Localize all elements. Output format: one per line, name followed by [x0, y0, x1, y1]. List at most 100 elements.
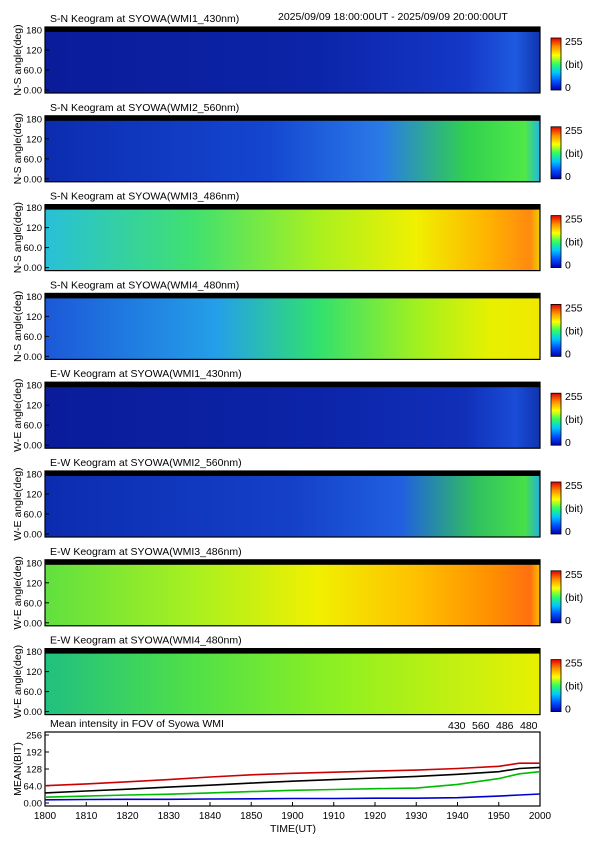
colorbar-max-label: 255 [565, 125, 583, 137]
colorbar [550, 570, 562, 624]
mean-series-lines [44, 762, 541, 801]
mean-chart-title: Mean intensity in FOV of Syowa WMI [50, 718, 224, 730]
keogram-frame [44, 647, 541, 716]
keogram-top-edge [45, 648, 540, 654]
colorbar-max-label: 255 [565, 658, 583, 670]
mean-y-tick-label: 0.00 [24, 799, 43, 810]
y-tick-label: 60.0 [24, 421, 43, 432]
keogram-frame [44, 204, 541, 272]
colorbar-min-label: 0 [565, 348, 571, 360]
colorbar-unit-label: (bit) [565, 592, 583, 604]
y-tick-label: 0.00 [24, 174, 43, 185]
keogram-panel: S-N Keogram at SYOWA(WMI1_430nm) 180 120 60… [12, 13, 583, 97]
keogram-frame [44, 115, 541, 183]
panel-y-axis-label: N-S angle(deg) [12, 24, 24, 95]
colorbar-unit-label: (bit) [565, 59, 583, 71]
y-tick-label: 180 [26, 470, 42, 481]
y-tick-label: 0.00 [24, 263, 43, 274]
legend-entry-430: 430 [448, 720, 466, 732]
mean-x-tick-label: 1820 [116, 811, 139, 822]
keogram-frame [44, 559, 541, 627]
keogram-image [45, 471, 540, 537]
panel-title: S-N Keogram at SYOWA(WMI3_486nm) [50, 191, 239, 203]
y-tick-label: 180 [26, 203, 42, 214]
keogram-top-edge [45, 471, 540, 476]
keogram-frame [44, 470, 541, 538]
y-tick-label: 0.00 [24, 86, 43, 97]
keogram-image [45, 382, 540, 449]
colorbar-min-label: 0 [565, 704, 571, 716]
colorbar [550, 126, 562, 180]
colorbar-min-label: 0 [565, 526, 571, 538]
keogram-panel: E-W Keogram at SYOWA(WMI4_480nm) 180 120 60… [12, 635, 583, 719]
colorbar [550, 392, 562, 446]
mean-intensity-chart: Mean intensity in FOV of Syowa WMI 430 56… [12, 718, 552, 835]
mean-x-tick-label: 1900 [281, 811, 304, 822]
mean-x-tick-label: 1830 [158, 811, 181, 822]
colorbar-unit-label: (bit) [565, 681, 583, 693]
y-tick-label: 60.0 [24, 66, 43, 77]
y-tick-label: 180 [26, 26, 42, 37]
keogram-top-edge [45, 27, 540, 32]
legend-entry-486: 486 [496, 720, 514, 732]
keogram-top-edge [45, 559, 540, 565]
y-tick-label: 60.0 [24, 332, 43, 343]
colorbar-min-label: 0 [565, 171, 571, 183]
y-tick-label: 120 [26, 401, 42, 412]
keogram-image [45, 293, 540, 360]
keogram-image [45, 648, 540, 715]
colorbar [550, 215, 562, 269]
keogram-panel: E-W Keogram at SYOWA(WMI1_430nm) 180 120 60… [12, 368, 583, 452]
panel-title: E-W Keogram at SYOWA(WMI3_486nm) [50, 546, 242, 558]
mean-y-tick-label: 128 [26, 765, 42, 776]
y-tick-label: 60.0 [24, 510, 43, 521]
series-line-560 [44, 770, 541, 798]
keogram-panel: S-N Keogram at SYOWA(WMI2_560nm) 180 120 60… [12, 102, 583, 186]
y-tick-label: 180 [26, 114, 42, 125]
mean-y-tick-label: 192 [26, 748, 42, 759]
colorbar-unit-label: (bit) [565, 237, 583, 249]
y-tick-label: 120 [26, 223, 42, 234]
mean-x-tick-label: 1930 [405, 811, 428, 822]
y-tick-label: 120 [26, 134, 42, 145]
colorbar-unit-label: (bit) [565, 325, 583, 337]
y-tick-label: 0.00 [24, 352, 43, 363]
y-tick-label: 60.0 [24, 598, 43, 609]
colorbar-min-label: 0 [565, 437, 571, 449]
legend-entry-560: 560 [472, 720, 490, 732]
y-tick-label: 0.00 [24, 618, 43, 629]
y-tick-label: 120 [26, 312, 42, 323]
colorbar-max-label: 255 [565, 302, 583, 314]
mean-x-tick-label: 2000 [529, 811, 552, 822]
y-tick-label: 180 [26, 647, 42, 658]
colorbar-unit-label: (bit) [565, 414, 583, 426]
mean-x-axis-label: TIME(UT) [270, 823, 316, 835]
panel-y-axis-label: N-S angle(deg) [12, 202, 24, 273]
mean-x-tick-label: 1910 [323, 811, 346, 822]
mean-x-tick-label: 1950 [488, 811, 511, 822]
mean-y-tick-label: 64.0 [24, 782, 43, 793]
mean-x-tick-label: 1800 [34, 811, 57, 822]
y-tick-label: 60.0 [24, 243, 43, 254]
panel-y-axis-label: N-S angle(deg) [12, 291, 24, 362]
colorbar-unit-label: (bit) [565, 503, 583, 515]
y-tick-label: 120 [26, 490, 42, 501]
y-tick-label: 0.00 [24, 707, 43, 718]
y-tick-label: 60.0 [24, 687, 43, 698]
keogram-top-edge [45, 204, 540, 210]
mean-y-axis-label: MEAN(BIT) [12, 742, 24, 796]
colorbar [550, 659, 562, 712]
colorbar [550, 37, 562, 91]
y-tick-label: 120 [26, 578, 42, 589]
panel-title: E-W Keogram at SYOWA(WMI4_480nm) [50, 635, 242, 647]
y-tick-label: 0.00 [24, 441, 43, 452]
colorbar-min-label: 0 [565, 82, 571, 94]
y-tick-label: 0.00 [24, 530, 43, 541]
keogram-frame [44, 292, 541, 360]
keogram-frame [44, 381, 541, 449]
mean-x-tick-label: 1920 [364, 811, 387, 822]
keogram-image [45, 115, 540, 182]
y-tick-label: 180 [26, 558, 42, 569]
legend-entry-480: 480 [520, 720, 538, 732]
colorbar-unit-label: (bit) [565, 148, 583, 160]
